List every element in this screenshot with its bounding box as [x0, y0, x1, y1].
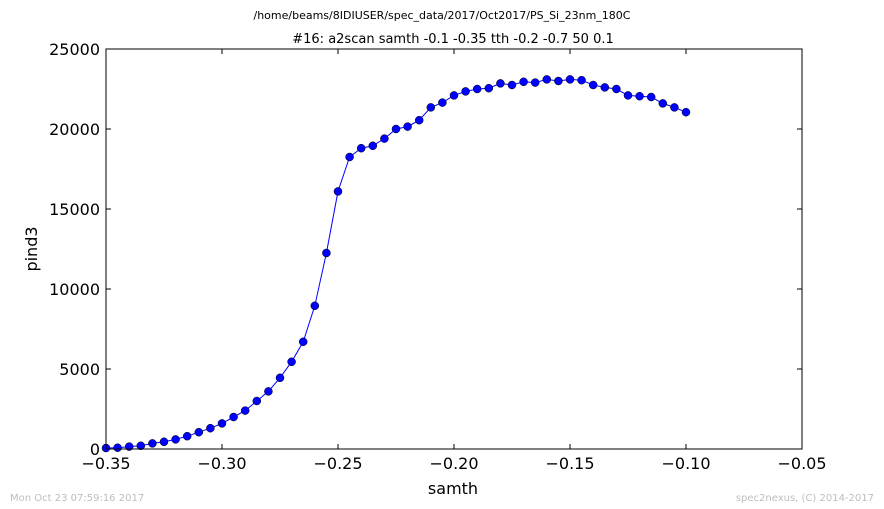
data-point	[171, 435, 180, 444]
footer-timestamp: Mon Oct 23 07:59:16 2017	[10, 493, 145, 504]
data-point	[426, 103, 436, 112]
data-point	[565, 75, 575, 84]
data-point	[507, 80, 517, 90]
y-axis: 0 5000 10000 15000 20000 25000	[49, 40, 802, 459]
series-line	[105, 78, 687, 449]
data-point	[356, 143, 366, 153]
data-point	[670, 103, 679, 112]
y-axis-label: pind3	[22, 226, 41, 271]
data-point	[380, 134, 389, 143]
x-tick-label: −0.15	[545, 454, 594, 473]
x-tick-label: −0.20	[429, 454, 478, 473]
data-point	[229, 412, 238, 422]
x-tick-label: −0.35	[81, 454, 130, 473]
data-point	[449, 91, 459, 100]
data-point	[206, 423, 215, 433]
x-tick-label: −0.10	[661, 454, 710, 473]
data-point	[194, 427, 204, 437]
data-point	[182, 431, 192, 441]
data-point	[519, 77, 528, 87]
data-point	[530, 78, 540, 87]
data-point	[322, 248, 331, 258]
plot-area	[101, 75, 691, 453]
data-point	[588, 80, 598, 90]
data-point	[414, 115, 424, 125]
data-point	[496, 79, 505, 88]
data-point	[646, 92, 656, 102]
data-point	[600, 83, 610, 92]
data-point	[136, 441, 146, 451]
data-point	[310, 301, 320, 311]
data-point	[658, 99, 668, 108]
chart-suptitle: /home/beams/8IDIUSER/spec_data/2017/Oct2…	[254, 9, 631, 22]
data-point	[623, 91, 633, 100]
data-point	[333, 187, 343, 196]
data-point	[391, 124, 401, 134]
x-axis: −0.35 −0.30 −0.25 −0.20 −0.15 −0.10 −0.05	[81, 49, 827, 473]
data-point	[403, 122, 412, 131]
y-tick-label: 15000	[49, 200, 100, 219]
data-point	[113, 443, 122, 452]
data-point	[484, 83, 494, 93]
plot-frame	[105, 48, 803, 450]
x-tick-label: −0.25	[313, 454, 362, 473]
data-point	[368, 141, 378, 151]
data-point	[217, 419, 227, 428]
data-point	[275, 373, 285, 383]
y-tick-label: 5000	[59, 360, 100, 379]
y-tick-label: 20000	[49, 120, 100, 139]
x-axis-label: samth	[428, 479, 478, 498]
data-point	[461, 87, 470, 96]
data-point	[472, 84, 482, 94]
data-point	[148, 439, 157, 448]
data-point	[438, 98, 447, 107]
data-point	[287, 357, 296, 367]
x-tick-label: −0.05	[777, 454, 826, 473]
data-point	[681, 107, 691, 117]
y-tick-label: 10000	[49, 280, 100, 299]
data-point	[159, 437, 169, 447]
y-tick-label: 25000	[49, 40, 100, 59]
data-point	[542, 75, 552, 84]
x-tick-label: −0.30	[197, 454, 246, 473]
data-point	[612, 84, 621, 94]
y-tick-label: 0	[90, 440, 100, 459]
data-point	[252, 396, 262, 406]
data-point	[298, 337, 308, 347]
data-point	[240, 406, 250, 415]
data-point	[577, 75, 586, 85]
chart-title: #16: a2scan samth -0.1 -0.35 tth -0.2 -0…	[292, 32, 614, 47]
data-point	[554, 76, 563, 86]
data-point	[635, 91, 644, 101]
footer-credit: spec2nexus, (C) 2014-2017	[735, 493, 874, 504]
data-point	[264, 387, 273, 396]
data-point	[345, 152, 354, 162]
